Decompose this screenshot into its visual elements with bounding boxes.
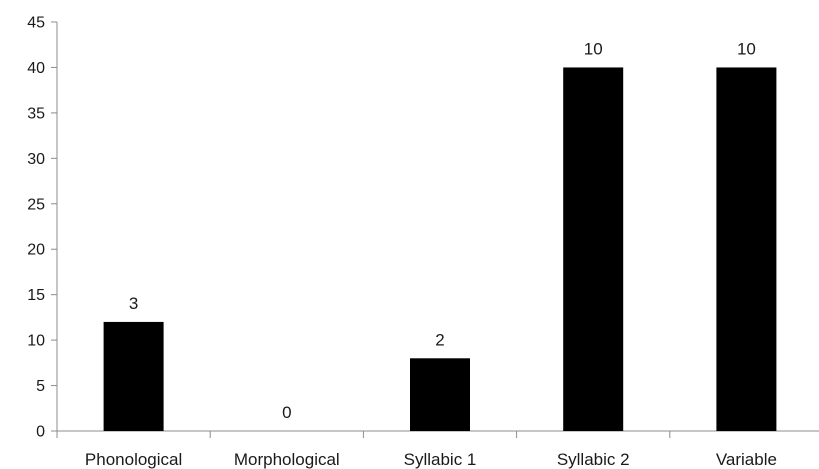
bars	[103, 67, 777, 431]
bar	[103, 321, 164, 431]
y-tick-label: 30	[27, 151, 45, 168]
category-label: Syllabic 1	[404, 450, 477, 469]
bar	[716, 67, 777, 431]
data-labels: 3 0 2 10 10	[129, 39, 756, 422]
category-label: Syllabic 2	[557, 450, 630, 469]
y-tick-label: 15	[27, 287, 45, 304]
y-axis-ticks: 0 5 10 15 20 25 30 35 40 45	[27, 15, 57, 441]
bar	[410, 358, 470, 431]
category-label: Variable	[716, 450, 777, 469]
y-tick-label: 35	[27, 105, 45, 122]
y-tick-label: 45	[27, 15, 45, 32]
y-tick-label: 20	[27, 242, 45, 259]
y-tick-label: 10	[27, 333, 45, 350]
category-labels: Phonological Morphological Syllabic 1 Sylla…	[85, 450, 777, 469]
y-tick-label: 40	[27, 60, 45, 77]
y-tick-label: 25	[27, 196, 45, 213]
data-label: 10	[584, 39, 603, 58]
data-label: 3	[129, 294, 138, 313]
y-tick-label: 5	[36, 378, 45, 395]
category-label: Phonological	[85, 450, 182, 469]
y-tick-label: 0	[36, 424, 45, 441]
data-label: 10	[737, 39, 756, 58]
bar	[563, 67, 624, 431]
category-label: Morphological	[234, 450, 340, 469]
data-label: 2	[435, 330, 444, 349]
data-label: 0	[282, 403, 291, 422]
